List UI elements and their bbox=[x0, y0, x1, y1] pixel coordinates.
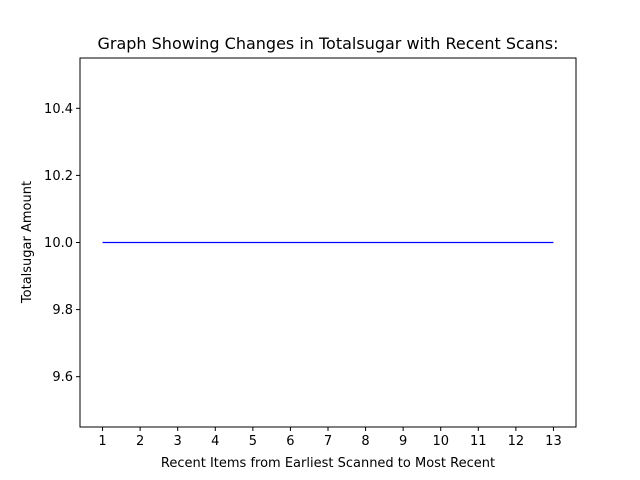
y-tick-label: 9.8 bbox=[52, 303, 73, 318]
y-tick-label: 10.0 bbox=[44, 236, 73, 251]
y-tick-label: 10.2 bbox=[44, 169, 73, 184]
y-axis-label: Totalsugar Amount bbox=[20, 181, 35, 304]
x-tick-label: 9 bbox=[399, 434, 407, 449]
x-tick-label: 10 bbox=[432, 434, 449, 449]
x-tick-label: 4 bbox=[211, 434, 219, 449]
x-axis-ticks: 1 2 3 4 5 6 7 8 9 10 11 12 13 bbox=[98, 427, 562, 449]
x-tick-label: 6 bbox=[286, 434, 294, 449]
x-tick-label: 3 bbox=[174, 434, 182, 449]
x-tick-label: 7 bbox=[324, 434, 332, 449]
x-tick-label: 8 bbox=[361, 434, 369, 449]
y-tick-label: 10.4 bbox=[44, 102, 73, 117]
x-tick-label: 1 bbox=[98, 434, 106, 449]
plot-area-frame bbox=[79, 57, 577, 428]
x-tick-label: 5 bbox=[249, 434, 257, 449]
x-axis-label: Recent Items from Earliest Scanned to Mo… bbox=[161, 456, 495, 471]
y-tick-label: 9.6 bbox=[52, 370, 73, 385]
chart-title: Graph Showing Changes in Totalsugar with… bbox=[97, 34, 558, 53]
x-tick-label: 13 bbox=[545, 434, 562, 449]
y-axis-ticks: 9.6 9.8 10.0 10.2 10.4 bbox=[44, 102, 80, 385]
x-tick-label: 2 bbox=[136, 434, 144, 449]
x-tick-label: 12 bbox=[508, 434, 525, 449]
x-tick-label: 11 bbox=[470, 434, 487, 449]
